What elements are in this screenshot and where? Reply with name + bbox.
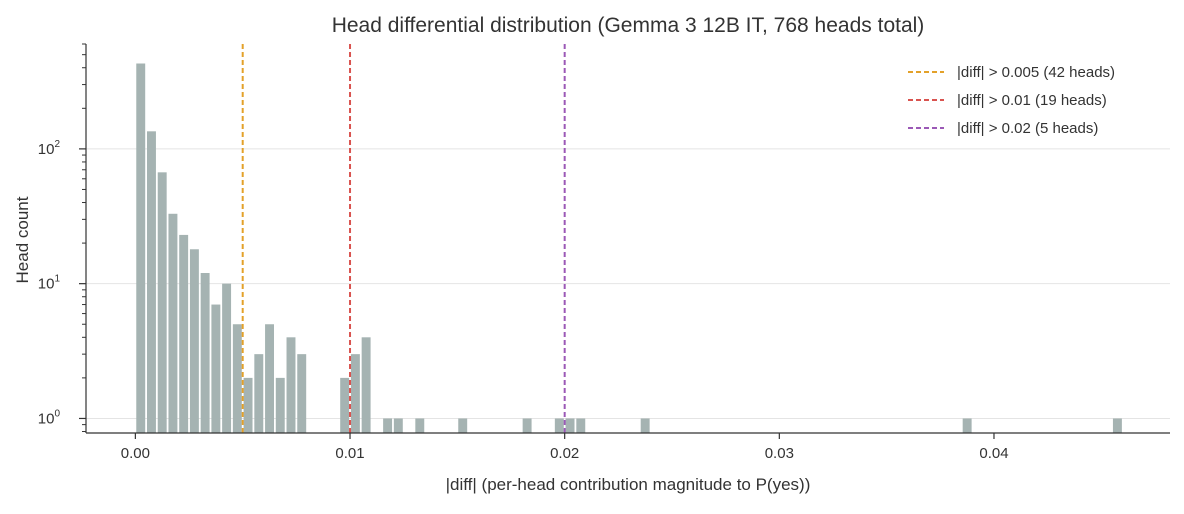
histogram-bar [157, 172, 167, 433]
y-tick-label: 100 [38, 408, 61, 427]
histogram-bar [1112, 418, 1122, 433]
axis-ticks: 0.00 0.01 0.02 0.03 0.04 100 101 102 [38, 43, 1009, 462]
x-tick-label: 0.01 [335, 445, 364, 462]
histogram-bar [286, 337, 296, 433]
threshold-lines [241, 44, 566, 433]
histogram-bar [189, 249, 199, 433]
histogram-bar [361, 337, 371, 433]
histogram-bar [393, 418, 403, 433]
legend-label: |diff| > 0.02 (5 heads) [957, 120, 1098, 137]
histogram-bar [232, 324, 242, 433]
histogram-bar [962, 418, 972, 433]
axes [85, 44, 1170, 434]
histogram-bar [576, 418, 586, 433]
histogram-bar [211, 304, 221, 433]
histogram-bar [565, 418, 575, 433]
legend: |diff| > 0.005 (42 heads) |diff| > 0.01 (… [908, 64, 1115, 137]
x-tick-label: 0.03 [765, 445, 794, 462]
histogram-bar [265, 324, 274, 433]
histogram-bar [275, 377, 285, 433]
x-tick-label: 0.00 [121, 445, 150, 462]
histogram-bar [415, 418, 425, 433]
legend-label: |diff| > 0.01 (19 heads) [957, 92, 1107, 109]
histogram-bar [147, 131, 156, 434]
histogram-bar [458, 418, 468, 433]
histogram-bar [522, 418, 532, 433]
histogram-bar [297, 354, 307, 433]
histogram-bar [168, 213, 178, 433]
histogram-bar [222, 283, 232, 433]
x-axis-label: |diff| (per-head contribution magnitude … [446, 475, 811, 494]
chart-title: Head differential distribution (Gemma 3 … [332, 14, 925, 37]
y-tick-label: 101 [38, 274, 61, 293]
x-tick-label: 0.02 [550, 445, 579, 462]
y-tick-label: 102 [38, 139, 61, 158]
x-tick-label: 0.04 [979, 445, 1008, 462]
histogram-bar [136, 63, 146, 433]
y-axis-label: Head count [13, 196, 32, 283]
legend-label: |diff| > 0.005 (42 heads) [957, 64, 1115, 81]
histogram-bar [200, 272, 210, 433]
histogram-bar [179, 234, 189, 433]
histogram-bar [243, 377, 253, 433]
histogram-bar [383, 418, 393, 433]
histogram-bar [640, 418, 650, 433]
histogram-bar [350, 354, 360, 433]
histogram-bars [136, 63, 1122, 434]
histogram-bar [340, 377, 350, 433]
histogram-bar [254, 354, 264, 433]
histogram-bar [554, 418, 564, 433]
